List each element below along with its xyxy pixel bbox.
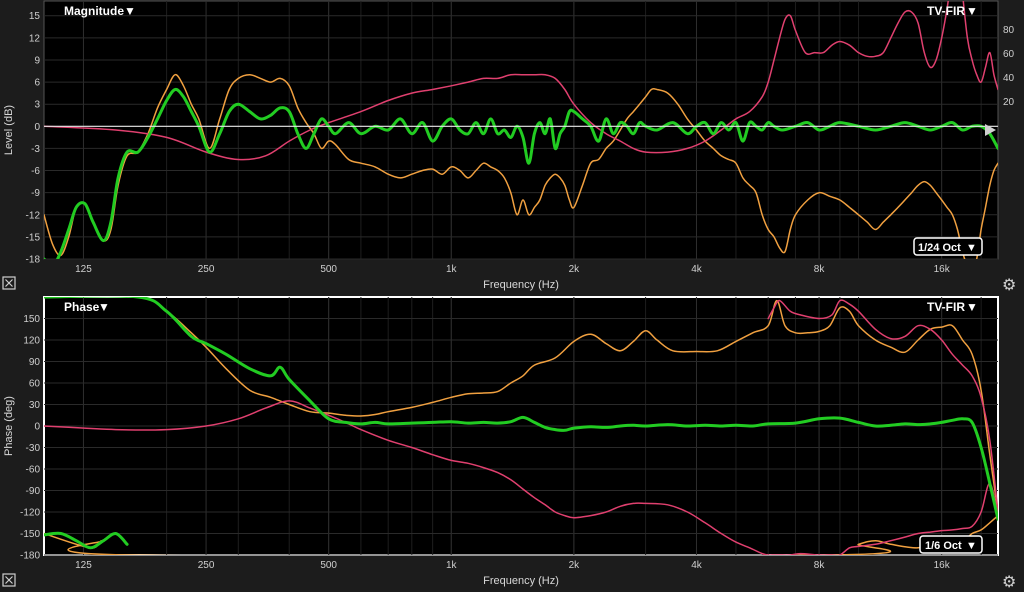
magnitude-smoothing-label[interactable]: 1/24 Oct — [918, 242, 961, 254]
phase-x-tick-label: 8k — [814, 560, 826, 571]
magnitude-x-tick-label: 125 — [75, 264, 92, 275]
phase-x-axis-label: Frequency (Hz) — [483, 575, 559, 587]
magnitude-y-tick-label: 6 — [34, 78, 40, 89]
magnitude-right-tick-label: 60 — [1003, 49, 1015, 60]
magnitude-x-tick-label: 1k — [446, 264, 458, 275]
magnitude-x-ticks: 125 250 500 1k 2k 4k 8k 16k — [75, 264, 951, 275]
phase-trace-pink — [44, 400, 998, 555]
phase-trace-green — [44, 297, 998, 521]
magnitude-y-tick-label: -18 — [26, 255, 41, 266]
magnitude-right-ticks: 80 60 40 20 — [1003, 25, 1015, 108]
phase-panel: 150 120 90 60 30 0 -30 -60 -90 -120 -150 -180 125 25… — [2, 296, 1016, 591]
phase-y-tick-label: -180 — [20, 551, 40, 562]
phase-y-tick-label: -120 — [20, 508, 40, 519]
phase-x-tick-label: 16k — [934, 560, 951, 571]
magnitude-trace-orange — [44, 73, 998, 259]
phase-x-tick-label: 500 — [320, 560, 337, 571]
magnitude-right-tick-label: 40 — [1003, 73, 1015, 84]
magnitude-trace-green — [44, 87, 998, 259]
magnitude-smoothing-box[interactable] — [913, 237, 983, 256]
magnitude-x-tick-label: 250 — [198, 264, 215, 275]
magnitude-x-tick-label: 500 — [320, 264, 337, 275]
phase-y-tick-label: -90 — [26, 486, 41, 497]
phase-measurement-arrow-icon[interactable]: ▼ — [966, 300, 978, 314]
phase-y-tick-label: 90 — [29, 357, 41, 368]
magnitude-y-tick-label: 12 — [29, 33, 41, 44]
magnitude-measurement-dropdown[interactable]: TV-FIR — [927, 4, 965, 18]
magnitude-dropdown-arrow-icon[interactable]: ▼ — [124, 4, 136, 18]
phase-gear-icon[interactable]: ⚙ — [1002, 572, 1016, 591]
magnitude-y-tick-label: 3 — [34, 100, 40, 111]
phase-trace-orange-wrap — [44, 514, 998, 555]
magnitude-y-tick-label: -3 — [31, 144, 40, 155]
magnitude-y-tick-label: 0 — [34, 122, 40, 133]
phase-series — [44, 297, 998, 555]
magnitude-gear-icon[interactable]: ⚙ — [1002, 275, 1016, 294]
phase-y-tick-label: 120 — [23, 336, 40, 347]
magnitude-grid — [44, 1, 998, 260]
phase-y-tick-label: 150 — [23, 314, 40, 325]
magnitude-y-tick-label: -6 — [31, 166, 40, 177]
magnitude-panel: 15 12 9 6 3 0 -3 -6 -9 -12 -15 -18 80 60 40 20 125 250 5… — [2, 0, 1016, 294]
phase-dropdown[interactable]: Phase — [64, 300, 100, 314]
magnitude-series — [44, 1, 998, 259]
phase-y-tick-label: -30 — [26, 443, 41, 454]
magnitude-x-tick-label: 4k — [691, 264, 703, 275]
phase-y-ticks: 150 120 90 60 30 0 -30 -60 -90 -120 -150 -180 — [20, 314, 40, 562]
phase-close-icon[interactable] — [2, 573, 16, 587]
magnitude-close-icon[interactable] — [2, 276, 16, 290]
magnitude-y-tick-label: -12 — [26, 210, 41, 221]
magnitude-dropdown[interactable]: Magnitude — [64, 4, 124, 18]
phase-x-tick-label: 2k — [569, 560, 581, 571]
magnitude-y-axis-label: Level (dB) — [3, 105, 15, 155]
phase-y-tick-label: -150 — [20, 529, 40, 540]
magnitude-x-tick-label: 2k — [569, 264, 581, 275]
magnitude-smoothing-arrow-icon[interactable]: ▼ — [966, 242, 977, 254]
level-marker-icon[interactable] — [985, 124, 996, 136]
magnitude-x-axis-label: Frequency (Hz) — [483, 279, 559, 291]
phase-x-tick-label: 1k — [446, 560, 458, 571]
magnitude-y-tick-label: -9 — [31, 188, 40, 199]
magnitude-right-tick-label: 20 — [1003, 97, 1015, 108]
phase-y-tick-label: 0 — [34, 422, 40, 433]
phase-y-tick-label: 30 — [29, 400, 41, 411]
magnitude-y-ticks: 15 12 9 6 3 0 -3 -6 -9 -12 -15 -18 — [26, 11, 41, 265]
phase-smoothing-label[interactable]: 1/6 Oct — [925, 540, 962, 552]
magnitude-x-tick-label: 8k — [814, 264, 826, 275]
phase-dropdown-arrow-icon[interactable]: ▼ — [98, 300, 110, 314]
phase-x-tick-label: 250 — [198, 560, 215, 571]
phase-smoothing-box[interactable] — [919, 535, 983, 554]
phase-y-tick-label: 60 — [29, 379, 41, 390]
magnitude-y-tick-label: -15 — [26, 232, 41, 243]
phase-trace-pink-wrap — [767, 299, 998, 513]
magnitude-y-tick-label: 9 — [34, 55, 40, 66]
magnitude-trace-pink — [44, 1, 998, 161]
magnitude-y-tick-label: 15 — [29, 11, 41, 22]
phase-x-tick-label: 125 — [75, 560, 92, 571]
phase-measurement-dropdown[interactable]: TV-FIR — [927, 300, 965, 314]
phase-y-axis-label: Phase (deg) — [3, 396, 15, 456]
magnitude-measurement-arrow-icon[interactable]: ▼ — [966, 4, 978, 18]
phase-grid — [44, 297, 998, 556]
phase-smoothing-arrow-icon[interactable]: ▼ — [966, 540, 977, 552]
phase-trace-green-wrap — [44, 531, 129, 550]
phase-x-ticks: 125 250 500 1k 2k 4k 8k 16k — [75, 560, 951, 571]
phase-y-tick-label: -60 — [26, 465, 41, 476]
magnitude-right-tick-label: 80 — [1003, 25, 1015, 36]
magnitude-x-tick-label: 16k — [934, 264, 951, 275]
phase-x-tick-label: 4k — [691, 560, 703, 571]
